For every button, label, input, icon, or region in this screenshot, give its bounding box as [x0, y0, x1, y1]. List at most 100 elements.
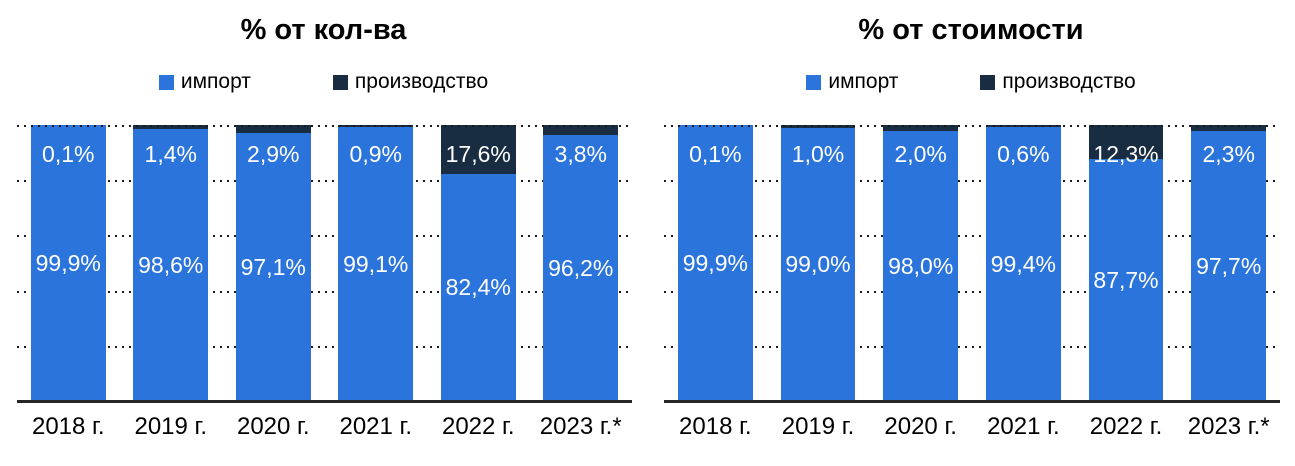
x-axis-labels: 2018 г. 2019 г. 2020 г. 2021 г. 2022 г. 2023 …	[17, 413, 632, 441]
segment-import: 99,4%	[985, 126, 1061, 401]
gridline	[17, 125, 632, 127]
import-value-label: 87,7%	[1093, 266, 1159, 293]
legend-import-label: импорт	[180, 70, 251, 93]
production-value-label: 12,3%	[1093, 141, 1159, 167]
bar-2018 г.: 99,9% 0,1%	[677, 125, 753, 401]
bar-2022 г.: 87,7% 12,3%	[1088, 125, 1164, 401]
import-value-label: 99,9%	[35, 250, 101, 277]
production-value-label: 2,0%	[894, 141, 947, 167]
segment-import: 97,1%	[235, 133, 311, 401]
bar-slot: 99,9% 0,1%	[664, 125, 767, 401]
bar-slot: 99,0% 1,0%	[767, 125, 870, 401]
production-value-label: 17,6%	[445, 141, 511, 167]
segment-production	[543, 125, 619, 136]
chart-quantity-panel: % от кол-ва импорт производство 99,9% 0,1…	[0, 0, 647, 466]
x-axis-label: 2020 г.	[884, 413, 957, 440]
import-value-label: 82,4%	[445, 274, 511, 301]
bar-slot: 99,1% 0,9%	[325, 125, 428, 401]
gridline	[17, 345, 632, 348]
gridline	[664, 345, 1280, 348]
segment-import: 98,6%	[133, 128, 209, 401]
production-value-label: 1,0%	[791, 141, 845, 167]
production-value-label: 0,1%	[42, 141, 95, 167]
segment-import: 87,7%	[1088, 158, 1164, 401]
production-value-label: 2,3%	[1202, 141, 1255, 167]
segment-production	[1191, 125, 1267, 132]
segment-import: 82,4%	[440, 173, 516, 401]
production-value-label: 1,4%	[144, 141, 197, 167]
segment-production	[883, 125, 959, 131]
legend: импорт производство	[0, 70, 647, 94]
import-value-label: 98,0%	[888, 252, 954, 279]
bar-2022 г.: 82,4% 17,6%	[440, 125, 516, 401]
legend-item-production: производство	[980, 70, 1136, 94]
import-value-label: 97,7%	[1196, 253, 1262, 280]
legend-production-swatch-icon	[332, 74, 348, 90]
bar-slot: 98,6% 1,4%	[120, 125, 223, 401]
bar-slot: 99,9% 0,1%	[17, 125, 120, 401]
x-axis-label: 2022 г.	[1089, 413, 1163, 440]
gridline	[664, 125, 1280, 127]
production-value-label: 0,1%	[689, 141, 742, 167]
bar-2019 г.: 98,6% 1,4%	[133, 125, 209, 401]
segment-import: 99,9%	[30, 125, 106, 401]
legend-item-import: импорт	[158, 70, 251, 94]
x-axis-label: 2022 г.	[441, 413, 515, 440]
production-value-label: 2,9%	[247, 141, 300, 167]
bar-slot: 82,4% 17,6%	[427, 125, 530, 401]
bar-2020 г.: 97,1% 2,9%	[235, 125, 311, 401]
segment-production	[235, 125, 311, 133]
import-value-label: 96,2%	[548, 255, 614, 282]
x-axis-label: 2018 г.	[31, 413, 105, 440]
gridline	[664, 235, 1280, 238]
segment-production	[440, 125, 516, 174]
segment-import: 99,0%	[780, 127, 856, 401]
bar-2020 г.: 98,0% 2,0%	[883, 125, 959, 401]
import-value-label: 99,1%	[343, 251, 409, 278]
import-value-label: 98,6%	[138, 251, 204, 278]
bar-2018 г.: 99,9% 0,1%	[30, 125, 106, 401]
gridline	[17, 180, 632, 183]
import-value-label: 97,1%	[240, 254, 306, 280]
legend-item-import: импорт	[806, 70, 898, 94]
chart-title: % от стоимости	[858, 14, 1084, 46]
chart-title: % от кол-ва	[240, 14, 407, 46]
segment-production	[1088, 125, 1164, 159]
x-axis-line	[17, 400, 632, 403]
segment-import: 97,7%	[1191, 131, 1267, 401]
bar-2019 г.: 99,0% 1,0%	[780, 125, 856, 401]
x-axis-label: 2019 г.	[781, 413, 855, 440]
bar-2023 г.*: 96,2% 3,8%	[543, 125, 619, 401]
bar-slot: 96,2% 3,8%	[530, 125, 633, 401]
import-value-label: 99,9%	[682, 250, 748, 277]
x-axis-labels: 2018 г. 2019 г. 2020 г. 2021 г. 2022 г. 2023 …	[664, 413, 1280, 441]
legend-production-swatch-icon	[980, 74, 996, 90]
gridline	[664, 290, 1280, 293]
production-value-label: 3,8%	[554, 141, 607, 167]
x-axis-line	[664, 400, 1280, 403]
legend-import-label: импорт	[828, 70, 899, 93]
import-value-label: 99,4%	[990, 250, 1056, 277]
x-axis-label: 2021 г.	[339, 413, 413, 440]
legend-import-swatch-icon	[158, 74, 174, 90]
x-axis-label: 2020 г.	[236, 413, 310, 440]
plot-area: 99,9% 0,1% 99,0% 1,0% 98,0% 2,0% 99,4% 0,6% 87,7…	[664, 125, 1280, 403]
segment-import: 96,2%	[543, 135, 619, 401]
production-value-label: 0,9%	[349, 141, 402, 167]
bar-slot: 98,0% 2,0%	[869, 125, 972, 401]
production-value-label: 0,6%	[997, 141, 1050, 167]
bar-2021 г.: 99,4% 0,6%	[985, 125, 1061, 401]
import-value-label: 99,0%	[785, 251, 851, 278]
gridline	[664, 180, 1280, 183]
segment-import: 98,0%	[883, 130, 959, 401]
legend: импорт производство	[647, 70, 1295, 94]
plot-area: 99,9% 0,1% 98,6% 1,4% 97,1% 2,9% 99,1% 0,9% 82,4…	[17, 125, 632, 403]
bars-row: 99,9% 0,1% 99,0% 1,0% 98,0% 2,0% 99,4% 0,6% 87,7…	[664, 125, 1280, 401]
legend-production-label: производство	[354, 70, 489, 93]
legend-item-production: производство	[332, 70, 489, 94]
legend-production-label: производство	[1002, 70, 1136, 93]
x-axis-label: 2018 г.	[679, 413, 752, 440]
gridline	[17, 290, 632, 293]
bar-2023 г.*: 97,7% 2,3%	[1191, 125, 1267, 401]
bars-row: 99,9% 0,1% 98,6% 1,4% 97,1% 2,9% 99,1% 0,9% 82,4…	[17, 125, 632, 401]
